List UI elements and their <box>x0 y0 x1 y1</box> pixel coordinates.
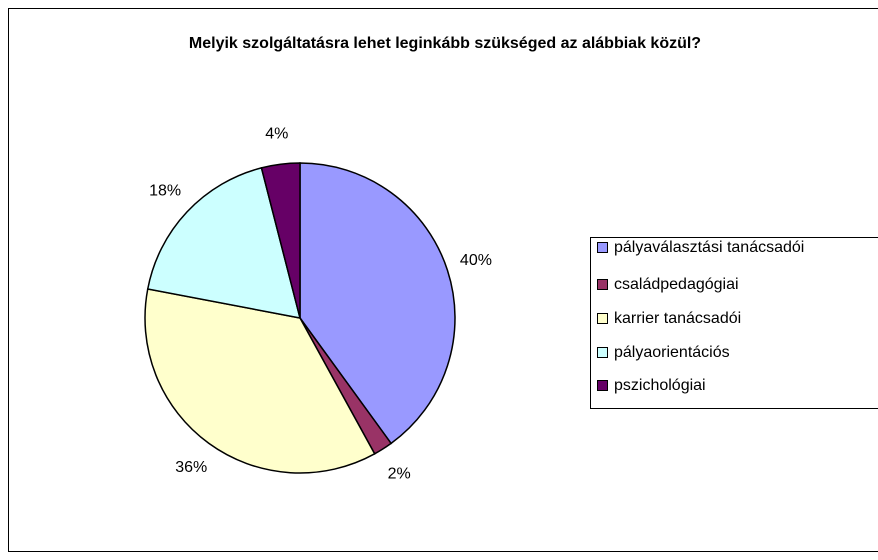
legend <box>590 237 878 409</box>
pie-slice <box>260 162 301 319</box>
legend-swatch <box>597 279 608 290</box>
legend-label: családpedagógiai <box>614 276 739 293</box>
data-label: 40% <box>460 252 492 269</box>
data-label: 18% <box>149 183 181 200</box>
legend-label: pályaválasztási tanácsadói <box>614 239 804 256</box>
legend-swatch <box>597 313 608 324</box>
legend-label: karrier tanácsadói <box>614 310 741 327</box>
pie-slice <box>144 288 376 474</box>
legend-label: pszichológiai <box>614 377 706 394</box>
data-label: 2% <box>388 465 411 482</box>
data-label: 4% <box>265 126 288 143</box>
pie-slice <box>146 166 302 319</box>
legend-swatch <box>597 347 608 358</box>
data-label: 36% <box>175 459 207 476</box>
legend-swatch <box>597 242 608 253</box>
pie-slice <box>299 162 456 445</box>
legend-label: pályaorientációs <box>614 344 730 361</box>
legend-swatch <box>597 380 608 391</box>
chart-title: Melyik szolgáltatásra lehet leginkább sz… <box>189 35 701 52</box>
